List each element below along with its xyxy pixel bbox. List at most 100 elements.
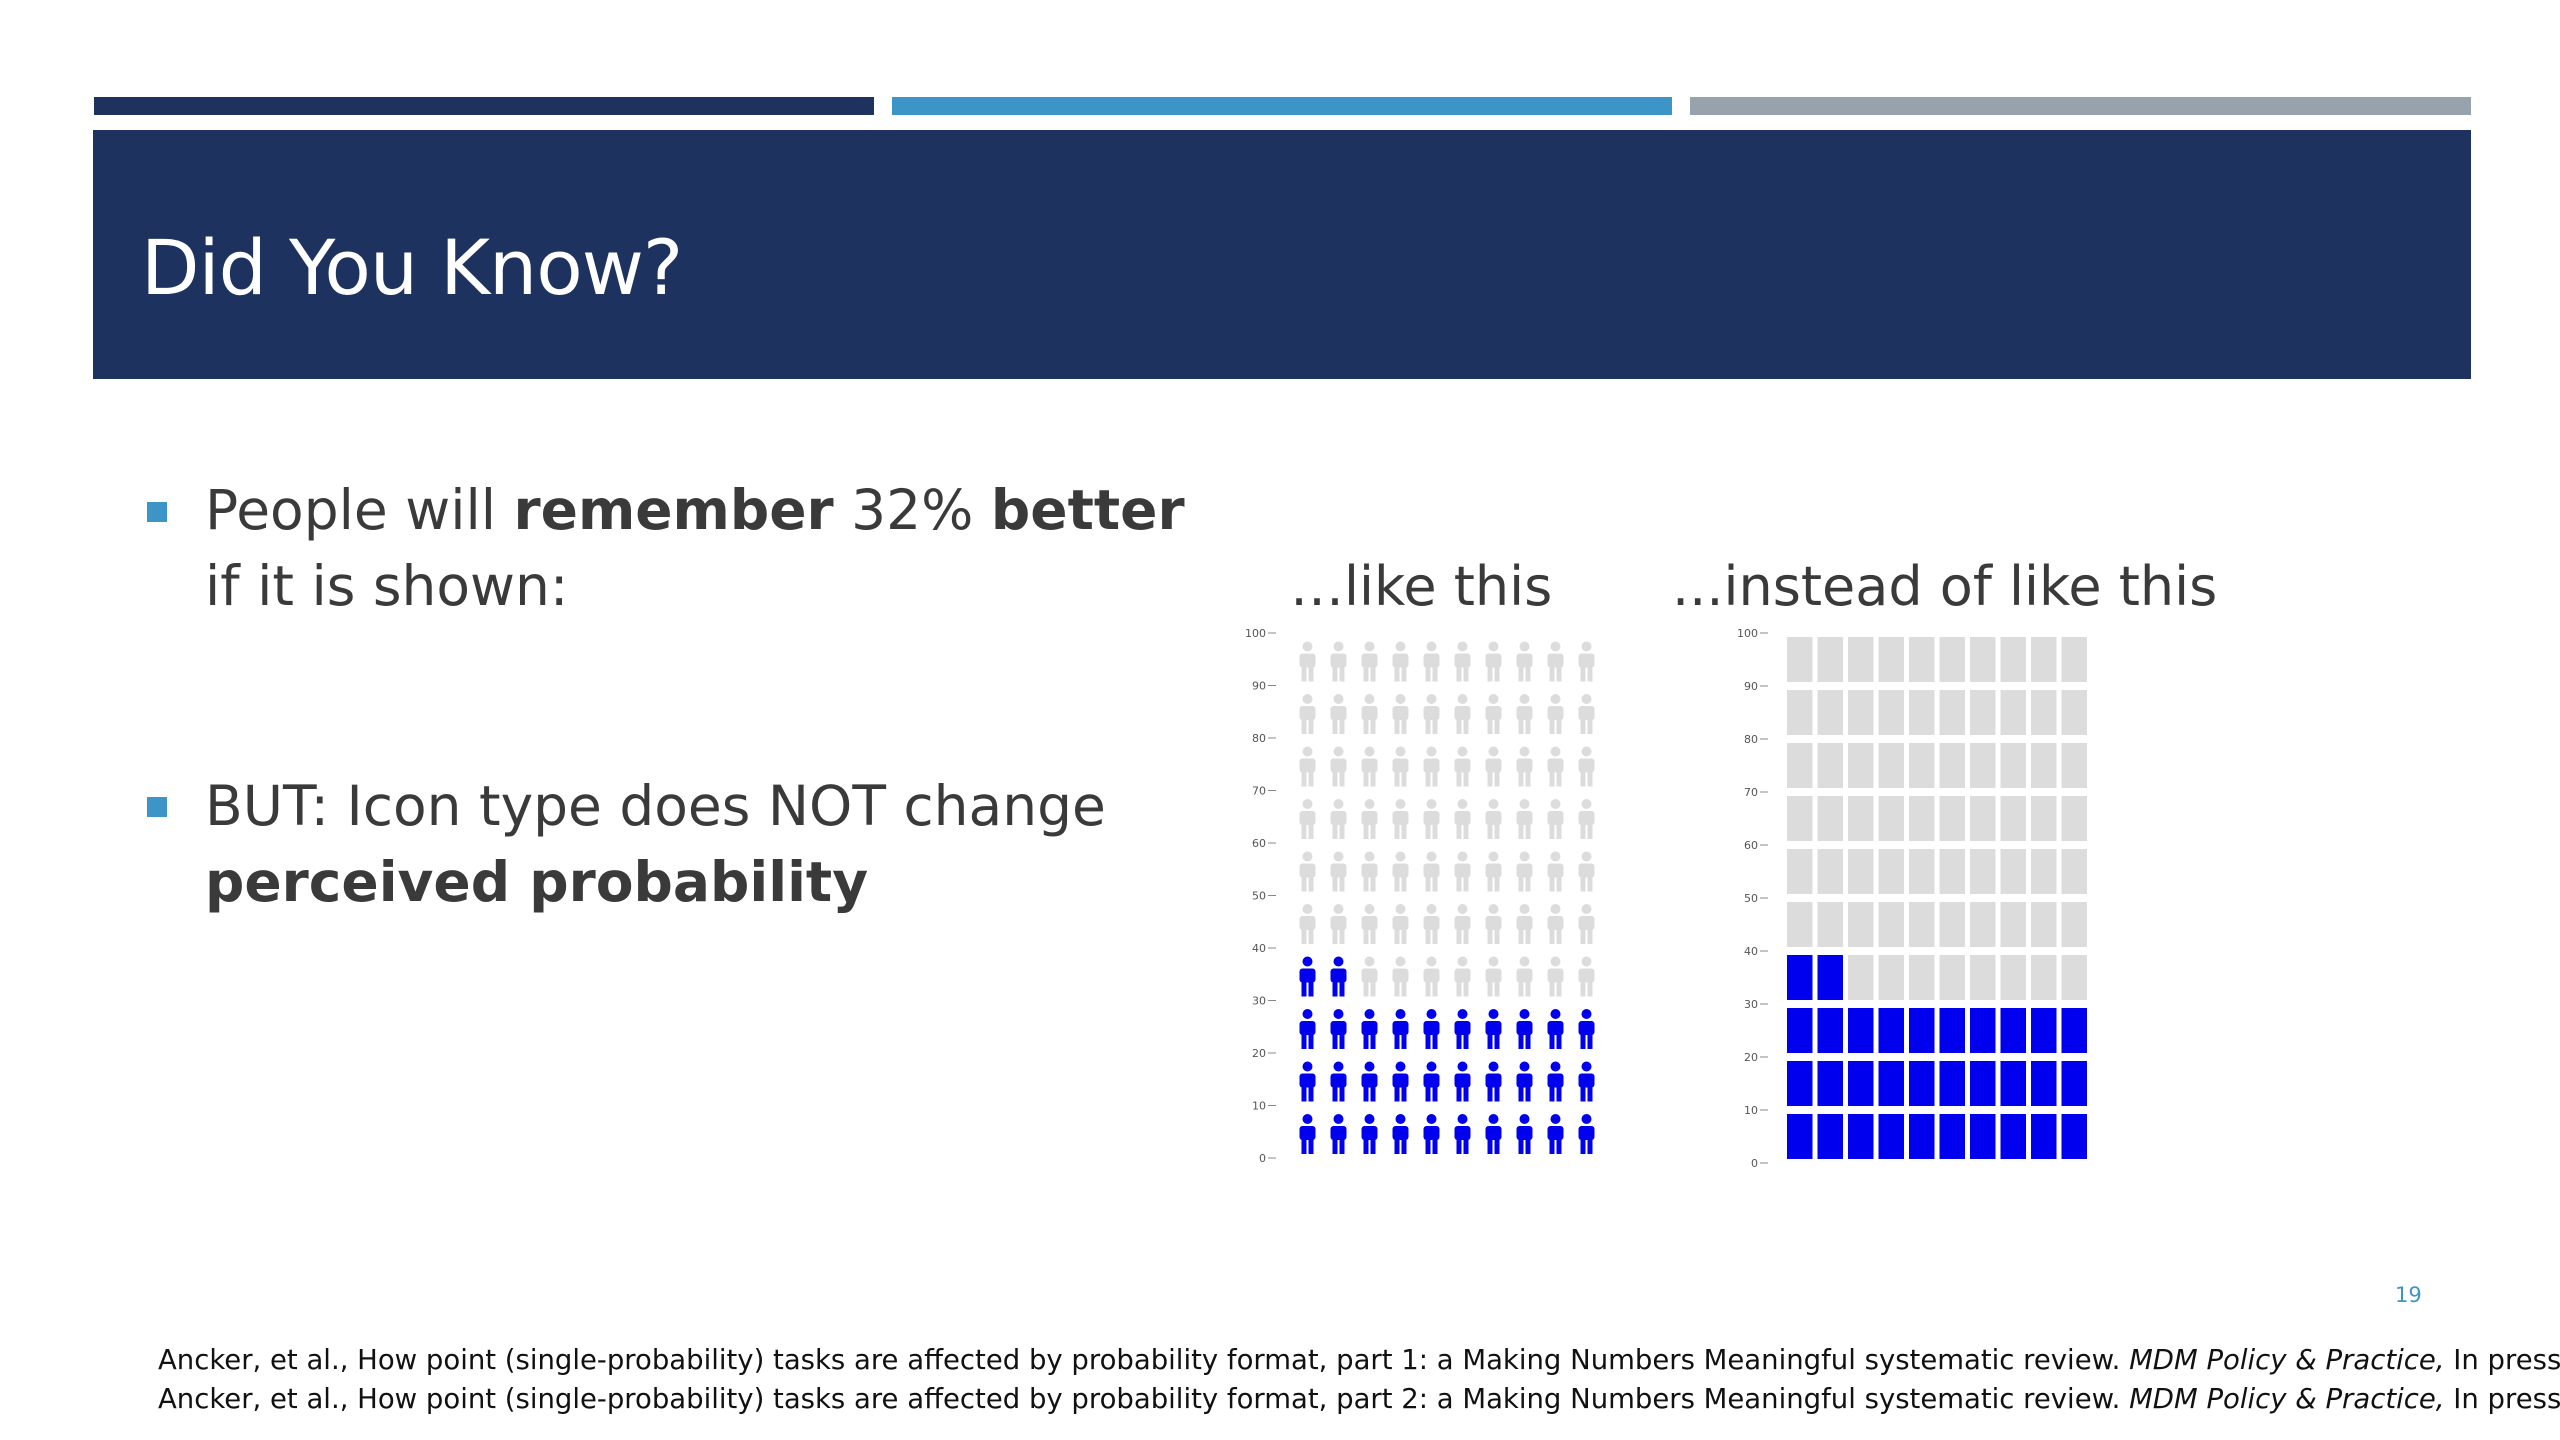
block-icon-empty [1939,637,1965,682]
y-tick-label: 60 [1744,839,1758,852]
block-icon-filled [2031,1008,2057,1053]
block-icon-empty [2061,902,2087,947]
block-icon-empty [2061,690,2087,735]
block-icon-empty [1787,690,1813,735]
person-icon-filled [1330,1061,1347,1102]
block-icon-empty [2031,849,2057,894]
person-icon-filled [1330,1114,1347,1154]
block-icon-empty [1817,637,1843,682]
bullet-1-emphasis-better: better [990,478,1185,542]
person-icon-filled [1361,1009,1378,1049]
block-icon-empty [1909,955,1935,1000]
person-icon-filled [1330,956,1347,997]
block-icon-filled [1909,1008,1935,1053]
person-icon-filled [1516,1009,1533,1049]
person-icon-empty [1423,641,1440,682]
person-icon-empty [1516,904,1533,944]
person-icon-empty [1361,799,1378,839]
person-icon-empty [1516,694,1533,734]
person-icon-empty [1547,746,1564,787]
person-icon-empty [1578,641,1595,682]
person-icon-filled [1516,1061,1533,1102]
block-icon-filled [1909,1061,1935,1106]
block-icon-empty [2000,743,2026,788]
y-tick-label: 60 [1252,837,1266,850]
y-tick-label: 50 [1252,890,1266,903]
block-icon-empty [1787,743,1813,788]
person-icon-empty [1485,851,1502,892]
person-icon-empty [1330,746,1347,787]
person-icon-filled [1485,1114,1502,1154]
person-icon-empty [1392,956,1409,997]
block-icon-empty [1970,955,1996,1000]
block-icon-filled [1817,1061,1843,1106]
block-icon-filled [1939,1114,1965,1159]
person-icon-filled [1485,1061,1502,1102]
bullet-1-text: People will [205,478,514,542]
y-tick-label: 30 [1744,998,1758,1011]
y-tick-label: 40 [1252,942,1266,955]
person-icon-empty [1423,746,1440,787]
block-icon-empty [1970,796,1996,841]
bullet-2-line-1: BUT: Icon type does NOT change [205,774,1106,838]
person-icon-empty [1361,746,1378,787]
y-tick-label: 30 [1252,995,1266,1008]
person-icon-empty [1547,641,1564,682]
person-icon-filled [1547,1061,1564,1102]
person-icon-empty [1392,904,1409,944]
y-tick-label: 10 [1744,1104,1758,1117]
person-icon-empty [1454,746,1471,787]
person-icon-empty [1361,851,1378,892]
person-icon-filled [1485,1009,1502,1049]
page-number: 19 [2395,1283,2422,1307]
person-icon-empty [1423,904,1440,944]
person-icon-filled [1454,1061,1471,1102]
person-icon-empty [1454,799,1471,839]
person-icon-empty [1423,799,1440,839]
person-icon-filled [1392,1061,1409,1102]
person-icon-empty [1392,694,1409,734]
person-icon-filled [1423,1009,1440,1049]
block-icon-filled [1817,1008,1843,1053]
person-icon-filled [1361,1114,1378,1154]
person-icon-empty [1485,956,1502,997]
block-icon-empty [2031,637,2057,682]
bullet-1-percent: 32% [833,478,991,542]
person-icon-filled [1299,1114,1316,1154]
person-icon-empty [1299,641,1316,682]
block-icon-empty [1787,796,1813,841]
block-icon-empty [1939,690,1965,735]
block-icon-empty [1817,796,1843,841]
block-icon-filled [1817,955,1843,1000]
person-icon-empty [1299,851,1316,892]
block-icon-empty [1878,902,1904,947]
person-icon-empty [1547,956,1564,997]
block-icon-filled [2000,1008,2026,1053]
block-icon-filled [1787,1061,1813,1106]
person-icon-filled [1423,1114,1440,1154]
block-icon-filled [1878,1114,1904,1159]
person-icon-empty [1485,904,1502,944]
footnote-2-text: Ancker, et al., How point (single-probab… [158,1383,2130,1415]
person-icon-empty [1578,851,1595,892]
y-tick-label: 100 [1737,627,1758,640]
bullet-2-line-2: perceived probability [205,850,869,914]
block-icon-empty [2061,743,2087,788]
block-icon-empty [2061,796,2087,841]
block-icon-empty [2000,637,2026,682]
block-icon-filled [1970,1114,1996,1159]
person-icon-empty [1423,694,1440,734]
block-icon-empty [1878,796,1904,841]
block-icon-empty [1848,637,1874,682]
block-icon-filled [1970,1061,1996,1106]
person-icon-empty [1578,904,1595,944]
block-icon-empty [1970,690,1996,735]
block-icon-filled [1878,1008,1904,1053]
footnote-1: Ancker, et al., How point (single-probab… [158,1344,2560,1376]
person-icon-empty [1485,746,1502,787]
block-icon-filled [2031,1114,2057,1159]
accent-bar-blue [892,97,1672,115]
block-icon-filled [1787,955,1813,1000]
footnote-1-tail: In press. [2444,1344,2560,1376]
person-icon-empty [1330,641,1347,682]
